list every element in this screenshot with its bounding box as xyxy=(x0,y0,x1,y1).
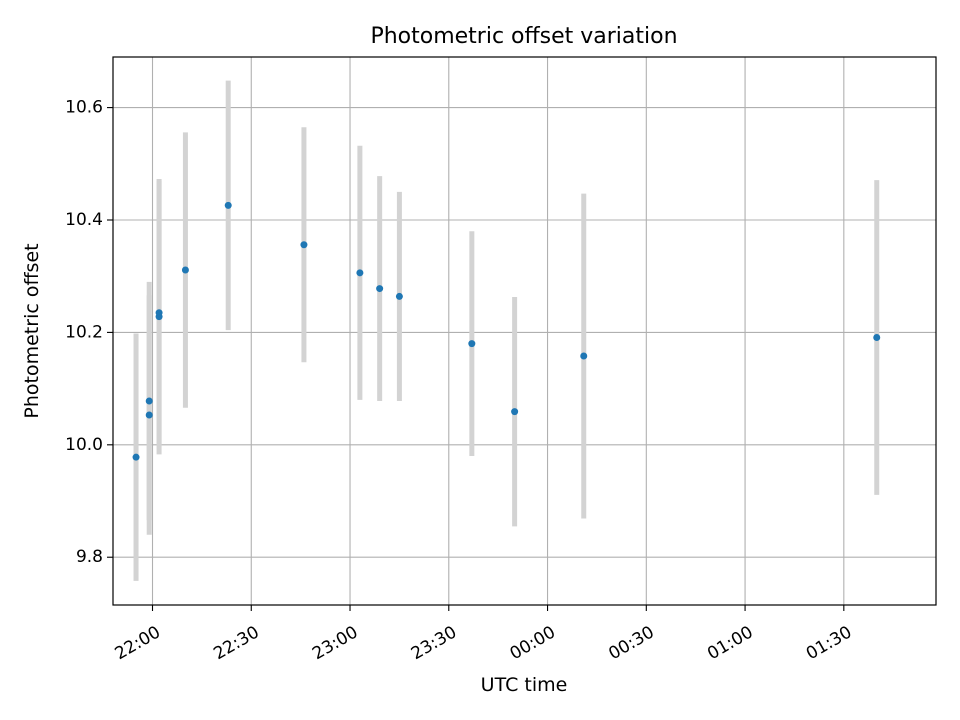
data-point xyxy=(580,352,588,360)
data-point xyxy=(511,408,519,416)
plot-frame xyxy=(112,56,937,606)
data-point xyxy=(395,292,403,300)
y-tick-label: 9.8 xyxy=(76,547,103,567)
data-point xyxy=(356,269,364,277)
data-point xyxy=(145,411,153,419)
data-point xyxy=(155,309,163,317)
data-point xyxy=(873,333,881,341)
grid-layer xyxy=(113,57,936,605)
data-point xyxy=(145,397,153,405)
y-tick-label: 10.0 xyxy=(65,435,103,455)
y-axis-label: Photometric offset xyxy=(21,243,43,418)
data-point xyxy=(181,266,189,274)
data-point xyxy=(468,340,476,348)
data-point xyxy=(132,453,140,461)
data-point xyxy=(300,241,308,249)
data-point xyxy=(376,285,384,293)
y-tick-layer: 9.8 10.0 10.2 10.4 10.6 xyxy=(65,98,113,567)
y-tick-label: 10.2 xyxy=(65,322,103,342)
y-tick-label: 10.6 xyxy=(65,98,103,118)
x-axis-label: UTC time xyxy=(481,674,568,696)
y-tick-label: 10.4 xyxy=(65,210,103,230)
chart-title: Photometric offset variation xyxy=(370,24,677,49)
point-layer xyxy=(132,201,881,461)
data-point xyxy=(224,201,232,209)
